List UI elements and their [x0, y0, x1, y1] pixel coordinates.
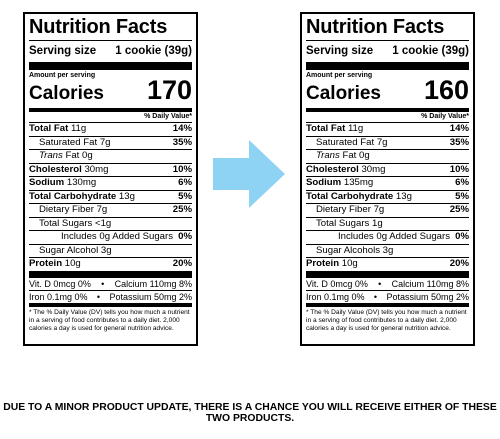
- total-sugars-row: Total Sugars <1g: [29, 218, 192, 231]
- serving-size-label: Serving size: [306, 45, 374, 57]
- trans-fat-row: Trans Fat 0g: [29, 150, 192, 164]
- label-title: Nutrition Facts: [29, 16, 168, 38]
- saturated-fat-row: Saturated Fat 7g 35%: [29, 137, 192, 150]
- serving-size-row: Serving size 1 cookie (39g): [306, 41, 469, 60]
- right-arrow-icon: [213, 140, 285, 208]
- saturated-fat-row: Saturated Fat 7g 35%: [306, 137, 469, 150]
- calories-row: Calories 170: [29, 77, 192, 107]
- added-sugars-row: Includes 0g Added Sugars 0%: [29, 231, 192, 245]
- total-sugars-row: Total Sugars 1g: [306, 218, 469, 231]
- vitamin-row-1: Vit. D 0mcg 0% • Calcium 110mg 8%: [29, 278, 192, 291]
- protein-row: Protein 10g 20%: [306, 258, 469, 269]
- footnote: * The % Daily Value (DV) tells you how m…: [306, 308, 467, 332]
- total-carbohydrate-row: Total Carbohydrate 13g 5%: [306, 191, 469, 204]
- label-title: Nutrition Facts: [306, 16, 445, 38]
- daily-value-header: % Daily Value*: [29, 112, 192, 123]
- nutrition-label-original: Nutrition Facts Serving size 1 cookie (3…: [23, 12, 198, 346]
- calories-label: Calories: [306, 83, 381, 104]
- protein-row: Protein 10g 20%: [29, 258, 192, 269]
- added-sugars-row: Includes 0g Added Sugars 0%: [306, 231, 469, 245]
- vitamin-row-2: Iron 0.1mg 0% • Potassium 50mg 2%: [29, 291, 192, 302]
- serving-size-value: 1 cookie (39g): [115, 45, 192, 57]
- calories-label: Calories: [29, 83, 104, 104]
- cholesterol-row: Cholesterol 30mg 10%: [29, 164, 192, 177]
- trans-fat-row: Trans Fat 0g: [306, 150, 469, 164]
- total-fat-row: Total Fat 11g 14%: [29, 123, 192, 137]
- amount-per-serving: Amount per serving: [306, 72, 373, 79]
- calories-value: 160: [423, 75, 469, 105]
- sodium-row: Sodium 130mg 6%: [29, 177, 192, 191]
- product-update-notice: DUE TO A MINOR PRODUCT UPDATE, THERE IS …: [3, 402, 497, 424]
- sodium-row: Sodium 135mg 6%: [306, 177, 469, 191]
- serving-size-label: Serving size: [29, 45, 97, 57]
- daily-value-header: % Daily Value*: [306, 112, 469, 123]
- dietary-fiber-row: Dietary Fiber 7g 25%: [29, 204, 192, 218]
- calories-row: Calories 160: [306, 77, 469, 107]
- arrow-shape: [213, 140, 285, 208]
- footnote: * The % Daily Value (DV) tells you how m…: [29, 308, 190, 332]
- sugar-alcohol-row: Sugar Alcohol 3g: [29, 245, 192, 258]
- serving-size-row: Serving size 1 cookie (39g): [29, 41, 192, 60]
- cholesterol-row: Cholesterol 30mg 10%: [306, 164, 469, 177]
- vitamin-row-1: Vit. D 0mcg 0% • Calcium 110mg 8%: [306, 278, 469, 291]
- serving-size-value: 1 cookie (39g): [392, 45, 469, 57]
- amount-per-serving: Amount per serving: [29, 72, 96, 79]
- vitamin-row-2: Iron 0.1mg 0% • Potassium 50mg 2%: [306, 291, 469, 302]
- calories-value: 170: [146, 75, 192, 105]
- total-fat-row: Total Fat 11g 14%: [306, 123, 469, 137]
- total-carbohydrate-row: Total Carbohydrate 13g 5%: [29, 191, 192, 204]
- nutrition-label-updated: Nutrition Facts Serving size 1 cookie (3…: [300, 12, 475, 346]
- sugar-alcohol-row: Sugar Alcohols 3g: [306, 245, 469, 258]
- dietary-fiber-row: Dietary Fiber 7g 25%: [306, 204, 469, 218]
